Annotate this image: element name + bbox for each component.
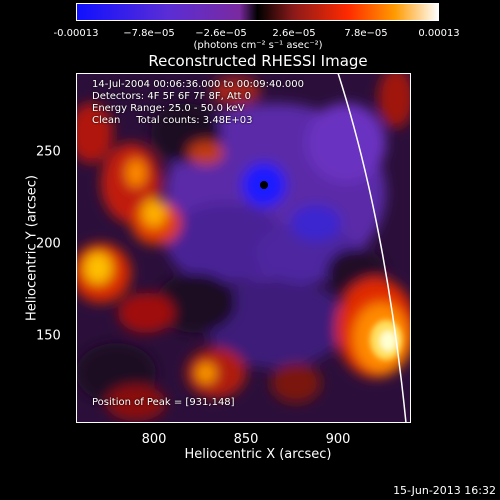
image-title: Reconstructed RHESSI Image <box>148 52 368 70</box>
info-peak: Position of Peak = [931,148] <box>92 397 235 408</box>
x-axis-label: Heliocentric X (arcsec) <box>184 447 332 462</box>
colorbar-tick: −7.8e−05 <box>123 28 175 39</box>
info-energy: Energy Range: 25.0 - 50.0 keV <box>92 103 245 114</box>
colorbar-tick: 7.8e−05 <box>344 28 388 39</box>
info-clean: Clean Total counts: 3.48E+03 <box>92 115 253 126</box>
y-axis-label: Heliocentric Y (arcsec) <box>24 175 40 321</box>
colorbar-tick: -0.00013 <box>53 28 99 39</box>
footer-timestamp: 15-Jun-2013 16:32 <box>393 484 496 497</box>
colorbar-tick: 2.6e−05 <box>272 28 316 39</box>
y-tick-label: 250 <box>36 144 61 160</box>
colorbar-tick: 0.00013 <box>418 28 460 39</box>
x-tick-label: 800 <box>141 432 167 447</box>
peak-core <box>370 320 402 360</box>
x-tick-label: 900 <box>325 432 351 447</box>
info-time: 14-Jul-2004 00:06:36.000 to 00:09:40.000 <box>92 79 304 90</box>
x-tick-label: 850 <box>233 432 259 447</box>
y-tick-label: 150 <box>36 328 61 344</box>
colorbar-tick: −2.6e−05 <box>195 28 247 39</box>
solar-limb-line <box>337 73 407 423</box>
image-svg <box>76 73 411 423</box>
colorbar <box>76 3 439 21</box>
emission-blobs <box>76 73 411 421</box>
info-detectors: Detectors: 4F 5F 6F 7F 8F, Att 0 <box>92 91 252 102</box>
colorbar-units: (photons cm⁻² s⁻¹ asec⁻²) <box>193 40 323 51</box>
minimum-marker <box>260 181 268 189</box>
y-tick-label: 200 <box>36 236 61 252</box>
rhessi-image <box>76 73 411 423</box>
